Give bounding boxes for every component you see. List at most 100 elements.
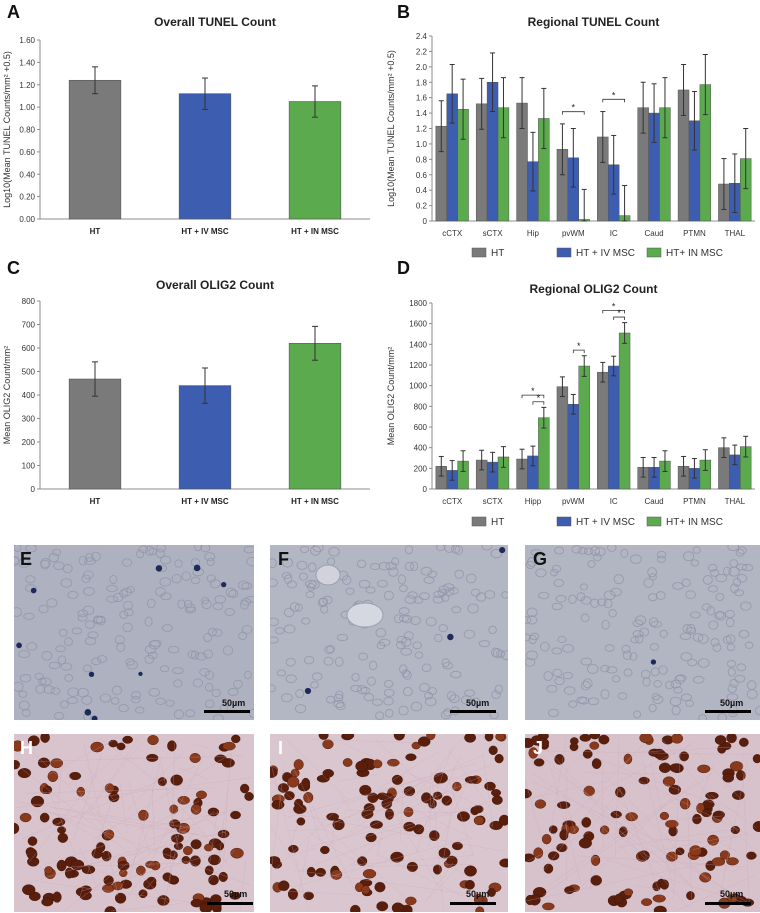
olig2-positive-cell: [484, 781, 496, 791]
nucleus-outline: [424, 696, 437, 707]
fiber-strand: [563, 793, 576, 833]
nucleus-outline: [726, 643, 736, 652]
fiber-strand: [650, 834, 738, 853]
nucleus-outline: [680, 693, 692, 702]
nucleus-outline: [345, 587, 355, 595]
nucleus-outline: [121, 587, 132, 597]
significance-star: *: [531, 386, 535, 396]
nucleus-outline: [82, 664, 92, 673]
nucleus-outline: [449, 694, 460, 704]
panel-letter-g: G: [533, 549, 548, 569]
olig2-positive-cell: [564, 886, 575, 895]
olig2-positive-cell: [229, 891, 241, 900]
scale-bar-h: [207, 902, 253, 905]
olig2-positive-cell: [26, 848, 38, 860]
nucleus-outline: [451, 545, 461, 554]
nucleus-outline: [653, 680, 663, 688]
nucleus-outline: [423, 576, 435, 584]
fiber-strand: [192, 743, 210, 750]
fiber-strand: [343, 809, 461, 813]
olig2-positive-cell: [170, 774, 183, 786]
nucleus-outline: [412, 641, 422, 650]
nucleus-outline: [586, 663, 599, 674]
nucleus-outline: [114, 635, 125, 645]
olig2-positive-cell: [658, 762, 671, 773]
nucleus-outline: [451, 606, 462, 614]
olig2-positive-cell: [589, 741, 600, 750]
nucleus-outline: [285, 657, 296, 667]
scale-label-j: 50µm: [720, 889, 744, 899]
olig2-positive-cell: [189, 855, 201, 867]
olig2-positive-cell: [355, 760, 368, 772]
nucleus-outline: [656, 550, 667, 559]
nucleus-outline: [525, 657, 536, 667]
nucleus-outline: [492, 648, 503, 659]
y-tick-label: 2.0: [416, 63, 428, 72]
fiber-strand: [291, 847, 316, 856]
nucleus-outline: [375, 711, 385, 720]
fiber-strand: [639, 746, 734, 753]
fiber-strand: [127, 753, 182, 811]
fiber-strand: [307, 798, 321, 843]
nucleus-outline: [18, 700, 30, 711]
y-tick-label: 600: [414, 423, 428, 432]
y-tick-label: 0.40: [19, 170, 35, 179]
nucleus-outline: [328, 546, 340, 557]
nucleus-outline: [194, 545, 203, 552]
olig2-positive-cell: [369, 820, 383, 829]
olig2-positive-cell: [277, 783, 290, 793]
nucleus-outline: [535, 568, 547, 578]
nucleus-outline: [303, 655, 315, 665]
nucleus-outline: [669, 696, 682, 707]
nucleus-outline: [580, 680, 591, 691]
nucleus-outline: [708, 620, 719, 630]
nucleus-outline: [526, 650, 538, 661]
olig2-positive-cell: [692, 813, 702, 825]
nucleus-outline: [587, 560, 596, 569]
nucleus-outline: [123, 608, 134, 617]
fiber-strand: [536, 751, 691, 886]
nucleus-outline: [174, 559, 183, 568]
y-tick-label: 2.4: [416, 32, 428, 41]
nucleus-outline: [26, 642, 38, 651]
olig2-positive-cell: [405, 896, 417, 906]
olig2-positive-cell: [162, 872, 173, 882]
fiber-strand: [270, 760, 308, 907]
y-tick-label: 1.4: [416, 109, 428, 118]
nucleus-outline: [375, 627, 387, 638]
legend-label: HT + IV MSC: [576, 248, 635, 259]
tunel-positive-cell: [221, 581, 227, 588]
olig2-positive-cell: [495, 734, 505, 741]
nucleus-outline: [404, 561, 415, 571]
nucleus-outline: [736, 663, 747, 672]
fiber-strand: [332, 824, 335, 844]
nucleus-outline: [563, 686, 576, 695]
nucleus-outline: [119, 610, 129, 619]
nucleus-outline: [424, 691, 433, 700]
bar: [178, 93, 232, 220]
nucleus-outline: [225, 587, 237, 598]
y-tick-label: 0.60: [19, 148, 35, 157]
nucleus-outline: [659, 629, 668, 638]
nucleus-outline: [670, 679, 682, 689]
fiber-strand: [659, 773, 713, 810]
olig2-positive-cell: [17, 768, 32, 779]
olig2-positive-cell: [30, 795, 45, 808]
scale-bar-j: [705, 902, 751, 905]
fiber-strand: [525, 780, 542, 839]
nucleus-outline: [227, 687, 239, 696]
nucleus-outline: [438, 624, 448, 633]
y-tick-label: 1.2: [416, 125, 428, 134]
significance-bracket: [602, 98, 625, 103]
fiber-strand: [415, 746, 453, 853]
fiber-strand: [449, 782, 474, 856]
fiber-strand: [337, 774, 378, 782]
panel-letter-j: J: [533, 738, 544, 758]
legend-label: HT + IV MSC: [576, 517, 635, 528]
olig2-positive-cell: [189, 753, 201, 763]
olig2-positive-cell: [116, 742, 126, 751]
fiber-strand: [350, 855, 475, 866]
nucleus-outline: [400, 647, 413, 656]
y-tick-label: 0.00: [19, 215, 35, 224]
olig2-positive-cell: [697, 764, 711, 774]
